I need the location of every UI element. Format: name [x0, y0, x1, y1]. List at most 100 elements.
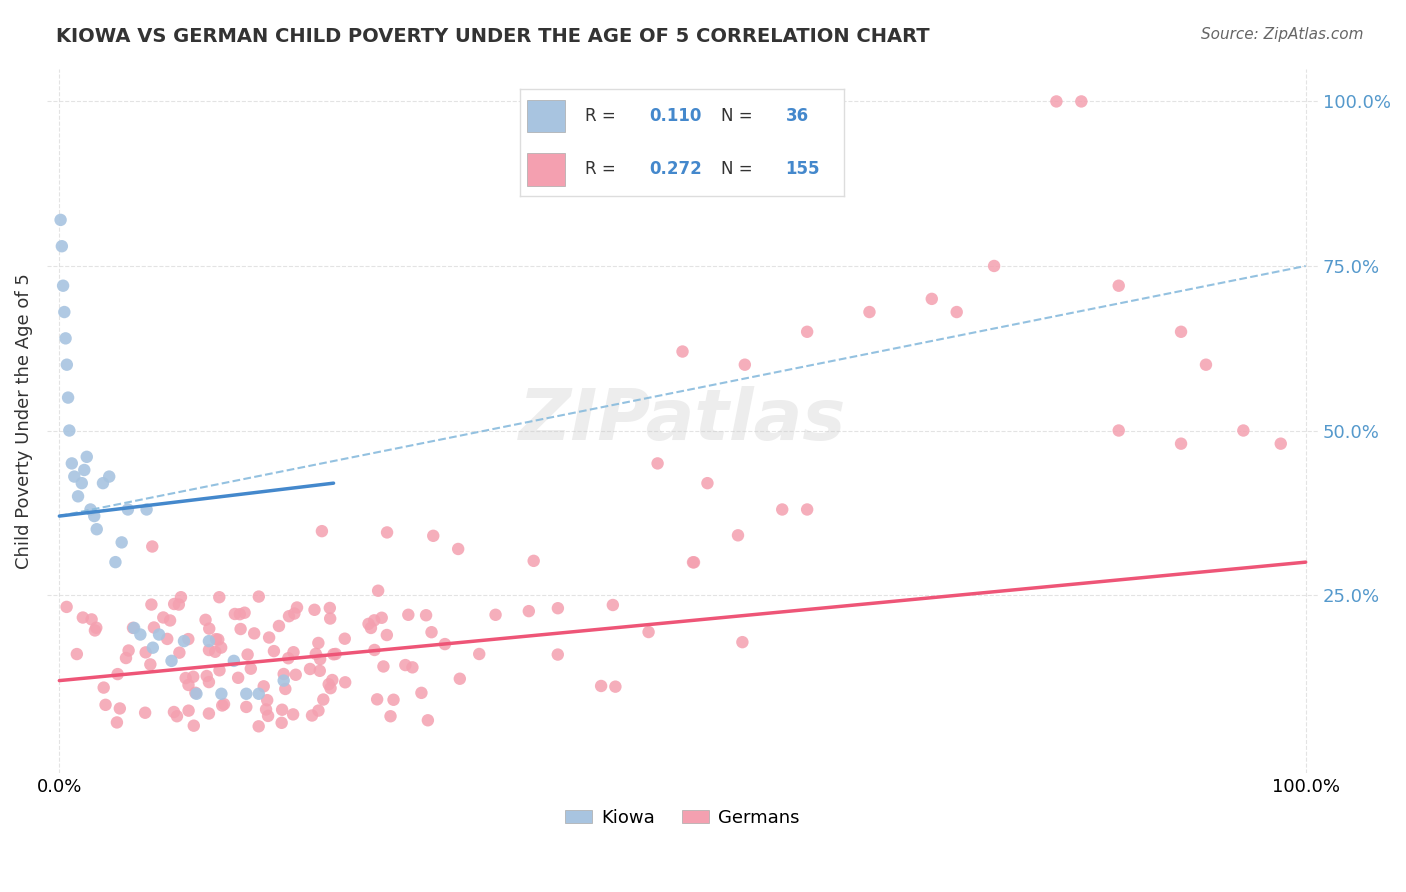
Text: 0.110: 0.110	[650, 107, 702, 125]
Point	[1270, 436, 1292, 450]
Point	[305, 647, 328, 661]
Point	[1170, 325, 1192, 339]
Y-axis label: Child Poverty Under the Age of 5: Child Poverty Under the Age of 5	[15, 273, 32, 568]
FancyBboxPatch shape	[527, 100, 565, 132]
Point	[222, 654, 245, 668]
Point	[205, 632, 228, 647]
Point	[257, 631, 280, 645]
Point	[63, 469, 86, 483]
Point	[229, 607, 252, 622]
Point	[325, 647, 347, 661]
Point	[415, 608, 437, 623]
Point	[163, 705, 186, 719]
Point	[380, 709, 402, 723]
Point	[135, 502, 157, 516]
Point	[449, 672, 471, 686]
Point	[79, 502, 101, 516]
Point	[696, 476, 718, 491]
Point	[80, 612, 103, 626]
Point	[198, 643, 221, 657]
Point	[98, 469, 121, 483]
Point	[56, 358, 79, 372]
Point	[411, 686, 433, 700]
Point	[86, 522, 108, 536]
Point	[166, 709, 188, 723]
Point	[243, 626, 266, 640]
Point	[547, 648, 569, 662]
Point	[1108, 278, 1130, 293]
Point	[796, 502, 818, 516]
Point	[304, 603, 326, 617]
Point	[84, 624, 107, 638]
Text: N =: N =	[721, 107, 758, 125]
Point	[401, 660, 423, 674]
Point	[184, 686, 207, 700]
Point	[682, 555, 704, 569]
Point	[283, 607, 305, 621]
Point	[122, 621, 145, 635]
Point	[484, 607, 506, 622]
Point	[194, 613, 217, 627]
Point	[239, 662, 262, 676]
Point	[273, 667, 295, 681]
Point	[209, 687, 232, 701]
Point	[1195, 358, 1218, 372]
Point	[156, 632, 179, 646]
Point	[263, 644, 285, 658]
Point	[152, 610, 174, 624]
Point	[363, 643, 385, 657]
Point	[1108, 424, 1130, 438]
Point	[104, 555, 127, 569]
Point	[671, 344, 693, 359]
Point	[55, 331, 77, 345]
Text: R =: R =	[585, 161, 621, 178]
Point	[167, 598, 190, 612]
Point	[547, 601, 569, 615]
Point	[115, 651, 138, 665]
Point	[318, 677, 340, 691]
Point	[301, 708, 323, 723]
Point	[60, 457, 83, 471]
Point	[278, 609, 301, 624]
Point	[70, 476, 93, 491]
Point	[375, 628, 398, 642]
Text: ZIPatlas: ZIPatlas	[519, 386, 846, 455]
Legend: Kiowa, Germans: Kiowa, Germans	[558, 802, 807, 834]
Point	[468, 647, 491, 661]
Point	[335, 675, 357, 690]
Point	[233, 606, 256, 620]
Point	[93, 681, 115, 695]
Point	[433, 637, 456, 651]
Point	[247, 687, 270, 701]
Point	[422, 529, 444, 543]
Point	[602, 598, 624, 612]
Point	[224, 607, 246, 621]
Point	[72, 610, 94, 624]
Text: 0.272: 0.272	[650, 161, 703, 178]
FancyBboxPatch shape	[527, 153, 565, 186]
Point	[322, 647, 344, 661]
Point	[208, 591, 231, 605]
Point	[394, 658, 416, 673]
Point	[367, 583, 389, 598]
Point	[360, 621, 382, 635]
Text: KIOWA VS GERMAN CHILD POVERTY UNDER THE AGE OF 5 CORRELATION CHART: KIOWA VS GERMAN CHILD POVERTY UNDER THE …	[56, 27, 929, 45]
Point	[284, 667, 307, 681]
Point	[307, 636, 329, 650]
Point	[796, 325, 818, 339]
Point	[55, 599, 77, 614]
Point	[226, 671, 249, 685]
Point	[319, 601, 342, 615]
Point	[198, 706, 221, 721]
Point	[1070, 95, 1092, 109]
Text: N =: N =	[721, 161, 758, 178]
Point	[235, 687, 257, 701]
Point	[447, 541, 470, 556]
Point	[637, 625, 659, 640]
Point	[142, 640, 165, 655]
Point	[647, 457, 669, 471]
Point	[56, 391, 79, 405]
Point	[357, 616, 380, 631]
Point	[517, 604, 540, 618]
Point	[396, 607, 419, 622]
